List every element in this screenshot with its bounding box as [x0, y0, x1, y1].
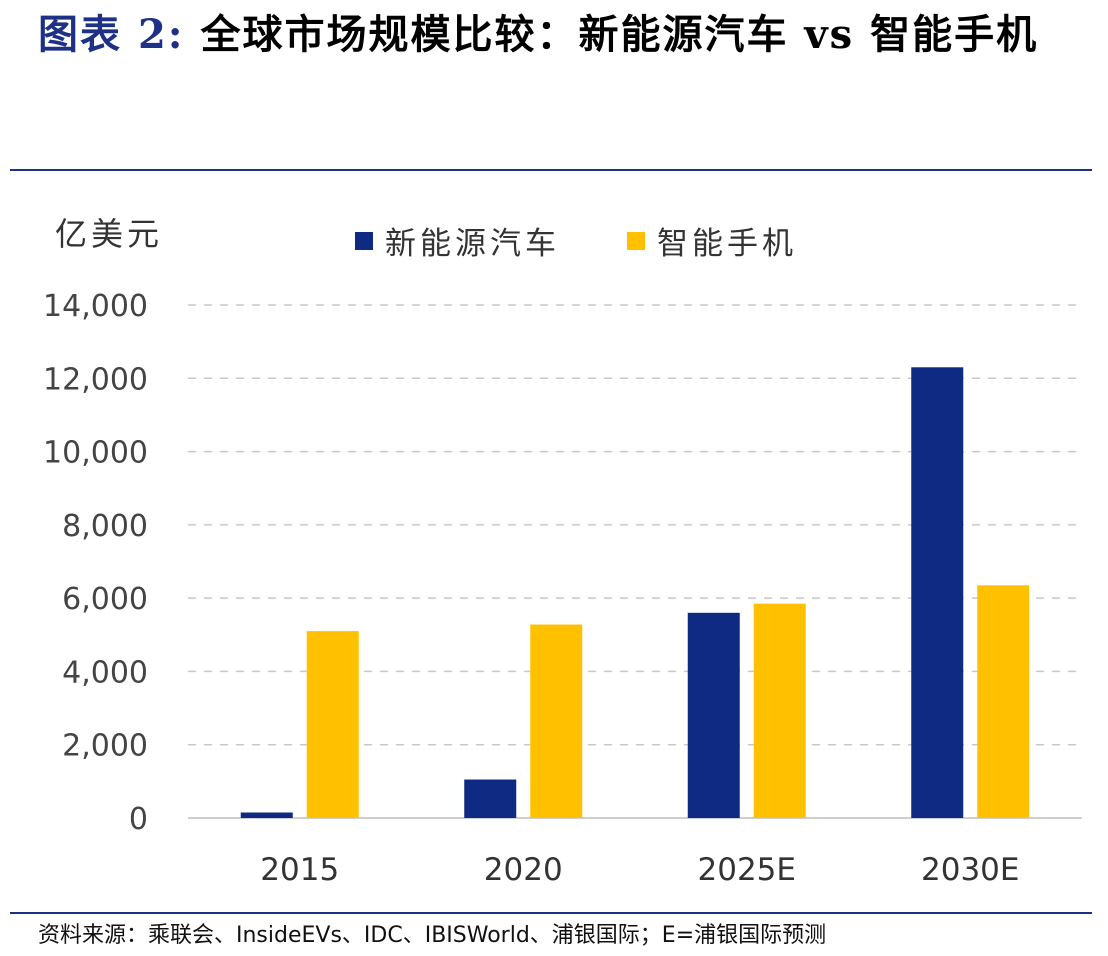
y-tick-label: 10,000	[43, 436, 148, 471]
y-tick-label: 8,000	[62, 509, 148, 544]
figure-label: 图表	[38, 11, 122, 58]
x-category-label: 2020	[484, 852, 563, 888]
figure-number: 2	[137, 11, 168, 58]
y-tick-label: 2,000	[62, 729, 148, 764]
y-tick-label: 4,000	[62, 655, 148, 690]
bar-series2-2025E	[753, 603, 806, 818]
bar-series2-2020	[530, 624, 583, 818]
x-category-label: 2025E	[698, 852, 796, 888]
y-axis-unit-label: 亿美元	[55, 215, 163, 253]
legend-swatch-1	[355, 232, 373, 250]
legend-label-1: 新能源汽车	[385, 226, 560, 262]
bar-series1-2030E	[911, 367, 964, 818]
bar-series2-2030E	[977, 585, 1030, 818]
legend-swatch-2	[627, 232, 645, 250]
y-axis-ticks: 0 2,000 4,000 6,000 8,000 10,000 12,000 14,000	[43, 289, 148, 837]
bar-series1-2025E	[687, 612, 740, 818]
y-tick-label: 14,000	[43, 289, 148, 324]
bars	[240, 367, 1030, 818]
source-note: 资料来源：乘联会、InsideEVs、IDC、IBISWorld、浦银国际；E=…	[38, 923, 827, 948]
bottom-divider	[10, 912, 1092, 914]
top-divider	[10, 169, 1092, 171]
y-tick-label: 0	[129, 802, 148, 837]
x-category-label: 2015	[260, 852, 339, 888]
legend-label-2: 智能手机	[657, 226, 797, 262]
y-tick-label: 6,000	[62, 582, 148, 617]
x-axis-categories: 2015 2020 2025E 2030E	[260, 852, 1019, 888]
bar-series2-2015	[306, 631, 359, 818]
bar-series1-2015	[240, 812, 293, 818]
x-category-label: 2030E	[921, 852, 1019, 888]
legend: 新能源汽车 智能手机	[355, 226, 797, 262]
y-tick-label: 12,000	[43, 362, 148, 397]
figure-title: 图表 2: 全球市场规模比较：新能源汽车 vs 智能手机	[38, 11, 1039, 58]
bar-series1-2020	[464, 779, 517, 818]
figure-title-text: 全球市场规模比较：新能源汽车 vs 智能手机	[200, 11, 1039, 58]
